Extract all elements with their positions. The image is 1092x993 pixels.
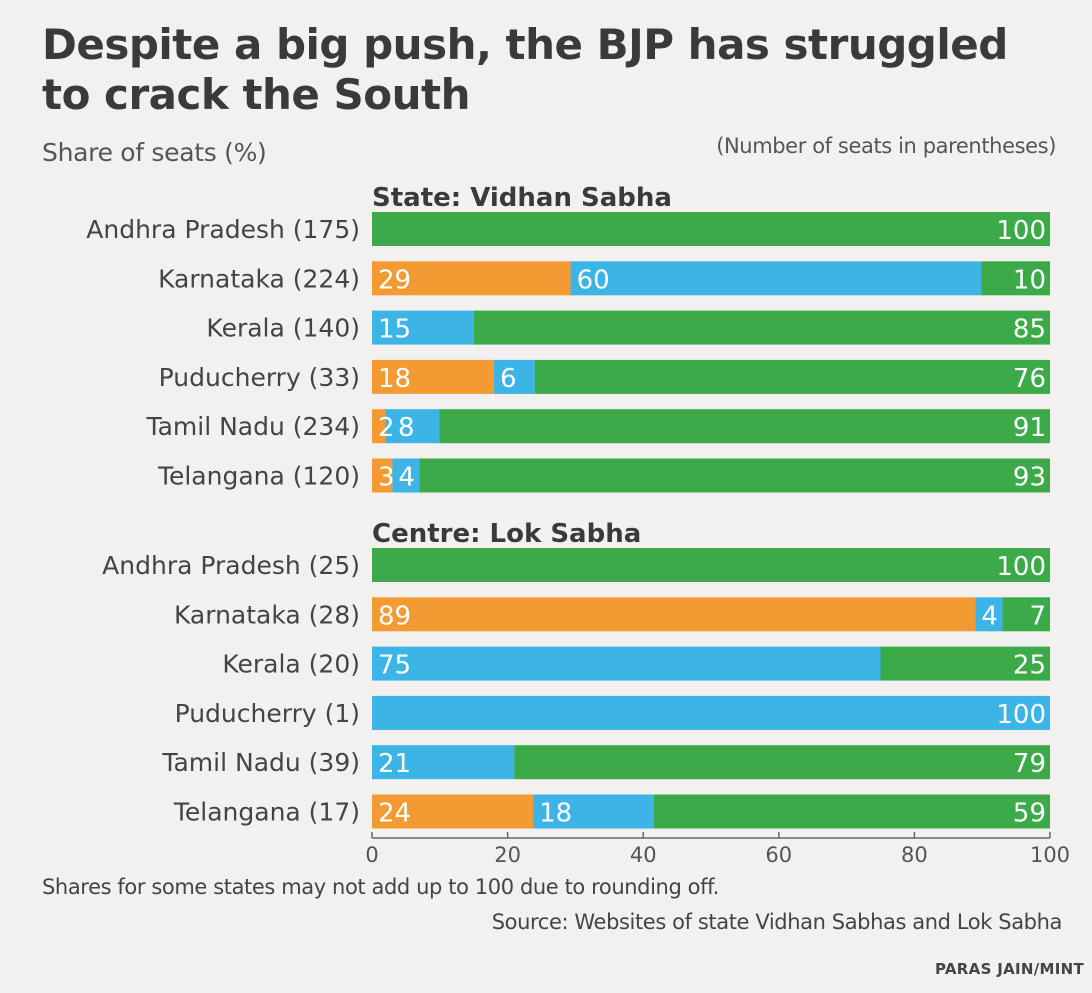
value-label: 100 bbox=[996, 216, 1046, 246]
bar-segment bbox=[372, 458, 393, 493]
row-label: Karnataka (224) bbox=[158, 264, 360, 293]
x-tick-label: 0 bbox=[365, 843, 378, 867]
bar-segment bbox=[372, 409, 386, 444]
value-label: 29 bbox=[378, 265, 411, 295]
bar-segment bbox=[473, 310, 1050, 345]
value-label: 15 bbox=[378, 315, 411, 345]
value-label: 100 bbox=[996, 700, 1046, 730]
value-label: 93 bbox=[1013, 463, 1046, 493]
value-label: 59 bbox=[1013, 799, 1046, 829]
bar-segment bbox=[372, 261, 571, 296]
value-label: 6 bbox=[500, 364, 517, 394]
row-label: Andhra Pradesh (25) bbox=[102, 551, 360, 580]
section-title: Centre: Lok Sabha bbox=[372, 519, 641, 549]
chart-title: Despite a big push, the BJP has struggle… bbox=[42, 20, 1008, 119]
bar-segment bbox=[372, 597, 976, 632]
bar-segment bbox=[372, 745, 515, 780]
row-label: Tamil Nadu (234) bbox=[145, 412, 360, 441]
seats-note: (Number of seats in parentheses) bbox=[716, 134, 1056, 158]
value-label: 24 bbox=[378, 799, 411, 829]
row-label: Puducherry (1) bbox=[175, 699, 360, 728]
bar-segment bbox=[981, 261, 1050, 296]
bar-segment bbox=[392, 458, 420, 493]
bar-segment bbox=[419, 458, 1051, 493]
value-label: 85 bbox=[1013, 315, 1046, 345]
value-label: 2 bbox=[378, 413, 395, 443]
row-label: Karnataka (28) bbox=[174, 600, 360, 629]
row-label: Kerala (20) bbox=[222, 650, 360, 679]
row-label: Puducherry (33) bbox=[159, 363, 360, 392]
x-tick-label: 40 bbox=[630, 843, 657, 867]
value-label: 18 bbox=[539, 799, 572, 829]
value-label: 91 bbox=[1013, 413, 1046, 443]
bar-segment bbox=[372, 695, 1050, 730]
value-label: 8 bbox=[398, 413, 415, 443]
value-label: 4 bbox=[398, 463, 415, 493]
bar-segment bbox=[439, 409, 1050, 444]
row-label: Telangana (120) bbox=[157, 462, 360, 491]
value-label: 4 bbox=[981, 601, 998, 631]
row-label: Tamil Nadu (39) bbox=[161, 748, 360, 777]
value-label: 10 bbox=[1013, 265, 1046, 295]
x-tick-label: 20 bbox=[494, 843, 521, 867]
x-tick-label: 100 bbox=[1030, 843, 1070, 867]
row-label: Telangana (17) bbox=[173, 798, 360, 827]
value-label: 100 bbox=[996, 552, 1046, 582]
x-tick-label: 80 bbox=[901, 843, 928, 867]
bar-segment bbox=[570, 261, 982, 296]
value-label: 75 bbox=[378, 651, 411, 681]
bar-segment bbox=[534, 359, 1050, 394]
value-label: 76 bbox=[1013, 364, 1046, 394]
bar-segment bbox=[1002, 597, 1050, 632]
bar-segment bbox=[653, 794, 1050, 829]
bar-segment bbox=[880, 646, 1050, 681]
bar-segment bbox=[975, 597, 1003, 632]
bar-segment bbox=[372, 548, 1050, 582]
bar-segment bbox=[533, 794, 654, 829]
row-label: Andhra Pradesh (175) bbox=[86, 215, 360, 244]
value-label: 89 bbox=[378, 601, 411, 631]
source-line: Source: Websites of state Vidhan Sabhas … bbox=[491, 910, 1063, 934]
value-label: 60 bbox=[577, 265, 610, 295]
value-label: 79 bbox=[1013, 749, 1046, 779]
chart-subtitle: Share of seats (%) bbox=[42, 138, 267, 167]
bar-segment bbox=[385, 409, 440, 444]
value-label: 7 bbox=[1029, 601, 1046, 631]
section-title: State: Vidhan Sabha bbox=[372, 183, 672, 213]
bar-segment bbox=[372, 212, 1050, 246]
x-tick-label: 60 bbox=[765, 843, 792, 867]
bar-segment bbox=[372, 794, 534, 829]
bar-segment bbox=[372, 646, 881, 681]
value-label: 3 bbox=[378, 463, 395, 493]
value-label: 18 bbox=[378, 364, 411, 394]
footnote: Shares for some states may not add up to… bbox=[42, 875, 719, 899]
bar-segment bbox=[514, 745, 1050, 780]
bar-segment bbox=[372, 359, 495, 394]
row-label: Kerala (140) bbox=[206, 314, 360, 343]
credit-line: PARAS JAIN/MINT bbox=[934, 960, 1084, 978]
bar-segment bbox=[372, 310, 474, 345]
value-label: 21 bbox=[378, 749, 411, 779]
bar-segment bbox=[494, 359, 535, 394]
value-label: 25 bbox=[1013, 651, 1046, 681]
